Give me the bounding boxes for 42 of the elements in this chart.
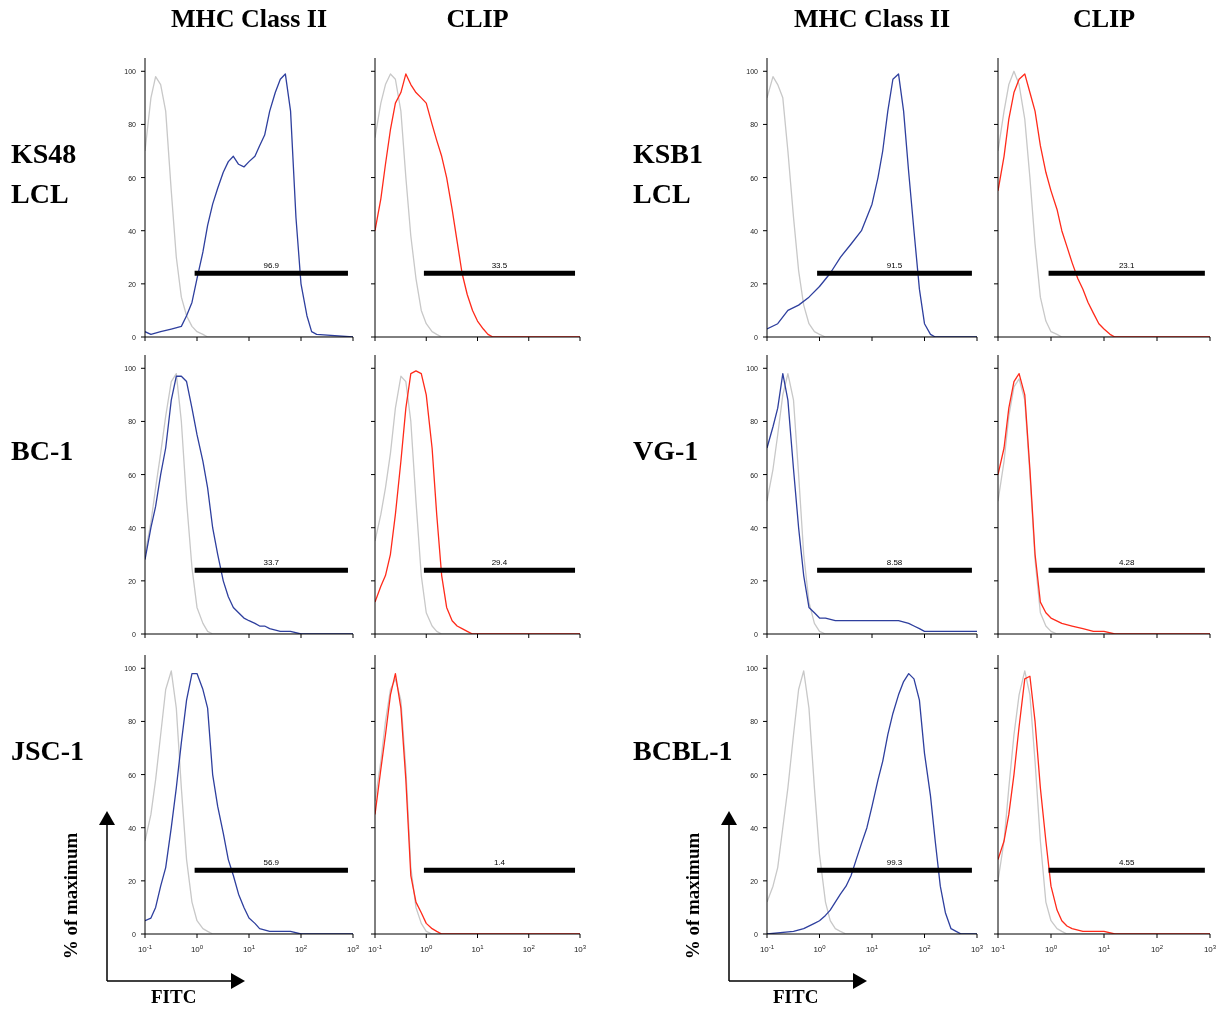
x-tick-label: 10$^{1}$: [242, 944, 256, 954]
text: JSC-1: [11, 734, 86, 768]
text: BCBL-1: [633, 734, 733, 768]
text: BC-1: [11, 434, 75, 468]
text: KSB1 LCL: [633, 137, 705, 211]
x-tick-label: 10$^{3}$: [970, 944, 984, 954]
series-label: 29.4: [491, 558, 508, 568]
chart-title: MHC Class II: [170, 4, 328, 34]
y-axis-title: % of maximum: [60, 832, 82, 960]
x-tick-label: 10$^{2}$: [918, 944, 932, 954]
series-label: 33.5: [491, 261, 508, 271]
x-tick-label: 10$^{0}$: [420, 944, 434, 954]
series-label: 99.3: [886, 858, 903, 868]
x-tick-label: 10$^{3}$: [1203, 944, 1217, 954]
series-label: 96.9: [263, 261, 280, 271]
series-label: 56.9: [263, 858, 280, 868]
series-label: 1.4: [493, 858, 506, 868]
series-label: 8.58: [886, 558, 903, 568]
series-label: 4.55: [1118, 858, 1136, 868]
chart-title: CLIP: [1071, 4, 1137, 34]
x-tick-label: 10$^{1}$: [471, 944, 485, 954]
text: KS48 LCL: [11, 137, 78, 211]
x-tick-label: 10$^{-1}$: [990, 944, 1006, 954]
series-label: 33.7: [263, 558, 280, 568]
x-tick-label: 10$^{3}$: [573, 944, 587, 954]
chart-title: CLIP: [445, 4, 510, 34]
y-axis-title: % of maximum: [682, 832, 704, 960]
x-tick-label: 10$^{2}$: [1150, 944, 1164, 954]
x-tick-label: 10$^{3}$: [346, 944, 360, 954]
x-axis-title: FITC: [773, 986, 819, 1008]
chart-title: MHC Class II: [793, 4, 951, 34]
series-label: 91.5: [886, 261, 903, 271]
x-tick-label: 10$^{1}$: [865, 944, 879, 954]
x-tick-label: 10$^{2}$: [294, 944, 308, 954]
x-tick-label: 10$^{2}$: [522, 944, 536, 954]
x-tick-label: 10$^{-1}$: [367, 944, 383, 954]
series-label: 23.1: [1118, 261, 1136, 271]
x-axis-title: FITC: [151, 986, 197, 1008]
series-label: 4.28: [1118, 558, 1136, 568]
text: VG-1: [633, 434, 700, 468]
x-tick-label: 10$^{0}$: [1044, 944, 1058, 954]
x-tick-label: 10$^{1}$: [1097, 944, 1111, 954]
